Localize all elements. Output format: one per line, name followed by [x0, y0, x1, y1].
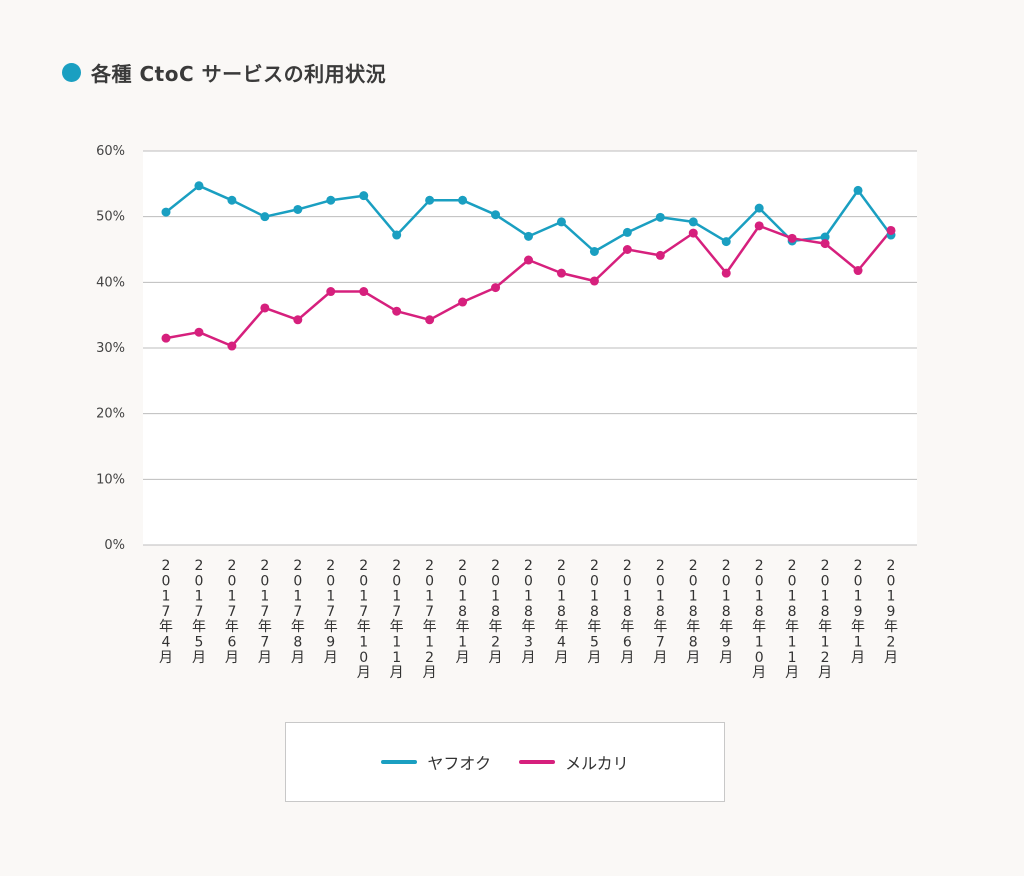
- y-tick-label: 50%: [96, 210, 125, 225]
- data-point-series-1: [655, 250, 665, 260]
- line-chart: 0%10%20%30%40%50%60% 2 0 1 7 年 4 月2 0 1 7 年 5 月2 0 1 7 年…: [96, 144, 917, 681]
- data-point-series-0: [458, 195, 468, 205]
- y-tick-label: 10%: [96, 472, 125, 487]
- data-point-series-1: [359, 287, 369, 297]
- data-point-series-1: [326, 287, 336, 297]
- data-point-series-0: [359, 191, 369, 201]
- data-point-series-1: [853, 266, 863, 276]
- data-point-series-1: [820, 239, 830, 249]
- data-point-series-0: [227, 195, 237, 205]
- data-point-series-0: [425, 195, 435, 205]
- data-point-series-1: [721, 268, 731, 278]
- data-point-series-1: [754, 221, 764, 231]
- data-point-series-1: [392, 306, 402, 316]
- data-point-series-0: [161, 207, 171, 217]
- legend-item-mercari: メルカリ: [519, 750, 629, 774]
- data-point-series-0: [853, 185, 863, 195]
- data-point-series-1: [161, 333, 171, 343]
- data-point-series-1: [787, 233, 797, 243]
- x-axis-tick-labels: 2 0 1 7 年 4 月 2 0 1 7 年 5 月 2 0 1 7 年 6 月 2 0 1 7 年 7 月 2 0 1 7 年 8 月 2 0 1 7 年…: [159, 558, 898, 681]
- y-tick-label: 60%: [96, 144, 125, 159]
- data-point-series-1: [194, 327, 204, 337]
- data-point-series-0: [688, 217, 698, 227]
- data-point-series-0: [655, 212, 665, 222]
- data-point-series-1: [622, 245, 632, 254]
- data-point-series-1: [524, 255, 533, 265]
- data-point-series-0: [293, 204, 303, 214]
- y-tick-label: 40%: [96, 275, 125, 290]
- data-point-series-1: [260, 303, 270, 313]
- data-point-series-0: [622, 227, 632, 237]
- data-point-series-1: [556, 268, 566, 278]
- data-point-series-0: [260, 212, 270, 222]
- data-point-series-1: [688, 228, 698, 238]
- data-point-series-0: [194, 181, 204, 191]
- chart-title: 各種 CtoC サービスの利用状況: [91, 62, 387, 86]
- y-tick-label: 0%: [104, 538, 125, 553]
- data-point-series-1: [491, 283, 501, 293]
- data-point-series-1: [227, 341, 237, 351]
- legend-item-yahuoku: ヤフオク: [381, 750, 491, 774]
- data-point-series-0: [326, 195, 336, 205]
- y-tick-label: 20%: [96, 407, 125, 422]
- data-point-series-0: [721, 237, 731, 247]
- legend-label-yahuoku: ヤフオク: [427, 754, 492, 773]
- data-point-series-0: [556, 217, 566, 227]
- data-point-series-0: [589, 246, 599, 256]
- legend-swatch-yahuoku: [381, 760, 418, 764]
- y-tick-label: 30%: [96, 341, 125, 356]
- legend-label-mercari: メルカリ: [565, 754, 629, 773]
- data-point-series-0: [392, 230, 402, 240]
- y-axis-tick-labels: 0% 10% 20% 30% 40% 50% 60%: [96, 144, 125, 553]
- data-point-series-0: [754, 203, 764, 213]
- title-bullet-icon: [62, 63, 81, 82]
- legend: ヤフオク メルカリ: [285, 722, 725, 802]
- data-point-series-1: [886, 225, 896, 235]
- data-point-series-1: [589, 276, 599, 286]
- data-point-series-0: [820, 232, 830, 242]
- data-point-series-1: [458, 297, 468, 307]
- data-point-series-1: [293, 315, 303, 325]
- data-point-series-0: [524, 231, 533, 241]
- series-group: [161, 181, 896, 351]
- chart-title-row: 各種 CtoC サービスの利用状況: [62, 58, 386, 87]
- grid-lines: [143, 150, 917, 546]
- data-point-series-0: [491, 210, 501, 220]
- data-point-series-1: [425, 315, 435, 325]
- legend-swatch-mercari: [519, 760, 556, 764]
